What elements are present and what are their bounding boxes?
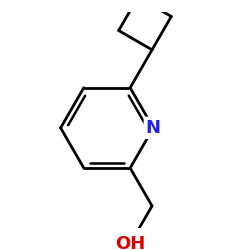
Text: N: N: [146, 119, 161, 137]
Text: OH: OH: [115, 235, 145, 250]
